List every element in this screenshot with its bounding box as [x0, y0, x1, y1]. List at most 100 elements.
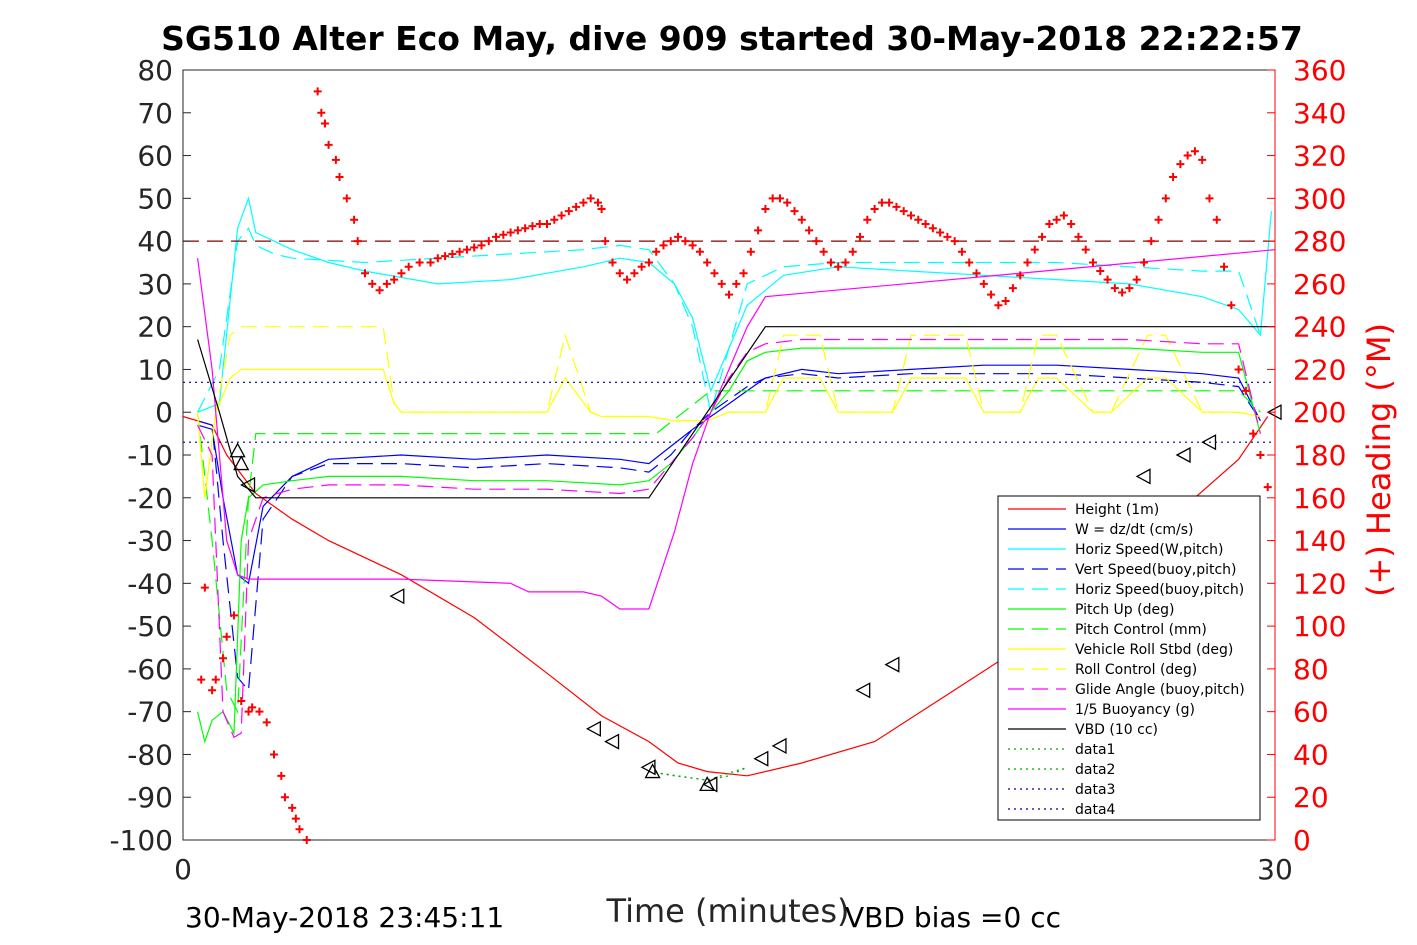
heading-point: [688, 241, 697, 250]
heading-point: [907, 211, 915, 220]
heading-point: [877, 198, 886, 207]
heading-point: [1016, 271, 1025, 280]
right-tick-label: 260: [1293, 268, 1346, 301]
heading-point: [1052, 215, 1061, 224]
heading-point: [528, 222, 537, 231]
heading-point: [320, 119, 329, 128]
heading-point: [506, 228, 515, 237]
heading-point: [1227, 301, 1236, 310]
right-tick-label: 120: [1293, 567, 1346, 600]
legend-label: data4: [1075, 802, 1116, 818]
heading-point: [324, 140, 333, 149]
heading-point: [1220, 262, 1229, 271]
right-tick-label: 180: [1293, 439, 1346, 472]
heading-point: [856, 232, 865, 241]
heading-point: [521, 224, 530, 233]
heading-point: [211, 675, 220, 684]
heading-point: [644, 258, 653, 267]
left-triangle-marker: [604, 733, 620, 750]
legend-label: 1/5 Buoyancy (g): [1075, 702, 1195, 718]
heading-point: [404, 262, 413, 271]
heading-point: [375, 286, 384, 295]
heading-point: [280, 793, 289, 802]
heading-point: [630, 269, 639, 278]
heading-point: [863, 215, 872, 224]
heading-point: [848, 247, 857, 256]
heading-point: [295, 825, 304, 834]
right-tick-label: 300: [1293, 182, 1346, 215]
heading-point: [1023, 258, 1032, 267]
heading-point: [342, 194, 351, 203]
left-tick-label: 40: [137, 225, 173, 258]
heading-point: [255, 707, 264, 716]
heading-point: [208, 686, 217, 695]
heading-point: [441, 252, 450, 261]
heading-point: [1176, 160, 1185, 169]
heading-point: [674, 232, 683, 241]
heading-point: [1038, 232, 1047, 241]
heading-point: [710, 269, 719, 278]
heading-point: [593, 198, 602, 207]
right-tick-label: 280: [1293, 225, 1346, 258]
right-tick-label: 20: [1293, 781, 1329, 814]
up-triangle-marker: [233, 455, 250, 471]
heading-point: [805, 226, 814, 235]
legend-label: Height (1m): [1075, 502, 1159, 518]
heading-point: [695, 247, 704, 256]
legend-label: Vert Speed(buoy,pitch): [1075, 562, 1237, 578]
heading-point: [826, 258, 835, 267]
series-line-4: [197, 227, 1261, 413]
heading-point: [812, 237, 821, 246]
legend-label: Horiz Speed(W,pitch): [1075, 542, 1223, 558]
heading-point: [1096, 267, 1105, 276]
heading-point: [455, 247, 464, 256]
heading-point: [270, 750, 278, 759]
heading-points: [197, 87, 1272, 844]
right-tick-label: 220: [1293, 353, 1346, 386]
x-axis-label: Time (minutes): [606, 892, 850, 930]
heading-point: [197, 675, 206, 684]
heading-point: [586, 194, 595, 203]
left-tick-label: -80: [127, 738, 173, 771]
heading-point: [288, 803, 297, 812]
heading-point: [754, 226, 763, 235]
legend-label: data3: [1075, 782, 1115, 798]
right-tick-label: 100: [1293, 610, 1346, 643]
heading-point: [928, 224, 937, 233]
heading-point: [291, 814, 300, 823]
left-tick-label: 60: [137, 140, 173, 173]
heading-point: [513, 226, 522, 235]
heading-point: [433, 254, 442, 263]
right-tick-label: 200: [1293, 396, 1346, 429]
heading-point: [790, 207, 799, 216]
heading-point: [921, 220, 930, 228]
heading-point: [1103, 275, 1112, 284]
heading-point: [1263, 483, 1272, 492]
left-triangle-marker: [771, 737, 787, 754]
left-tick-label: -90: [127, 781, 173, 814]
heading-point: [717, 279, 726, 288]
chart-title: SG510 Alter Eco May, dive 909 started 30…: [161, 19, 1303, 58]
heading-point: [761, 205, 770, 214]
right-tick-label: 140: [1293, 525, 1346, 558]
heading-point: [1161, 194, 1170, 203]
heading-point: [783, 198, 792, 207]
left-tick-label: -70: [127, 696, 173, 729]
heading-point: [950, 237, 959, 246]
left-tick-label: 80: [137, 54, 173, 87]
heading-point: [462, 245, 471, 254]
heading-point: [732, 279, 741, 288]
legend-label: VBD (10 cc): [1075, 722, 1158, 738]
heading-point: [1110, 284, 1119, 293]
heading-point: [543, 220, 551, 228]
heading-point: [1030, 245, 1039, 254]
right-tick-label: 60: [1293, 696, 1329, 729]
up-triangle-marker: [229, 442, 246, 458]
series-line-8: [197, 326, 1261, 498]
left-tick-label: 30: [137, 268, 173, 301]
series-line-1: [197, 364, 1261, 585]
left-triangle-marker: [640, 759, 656, 776]
left-tick-label: -100: [109, 824, 173, 857]
heading-point: [994, 301, 1003, 310]
right-tick-label: 320: [1293, 140, 1346, 173]
